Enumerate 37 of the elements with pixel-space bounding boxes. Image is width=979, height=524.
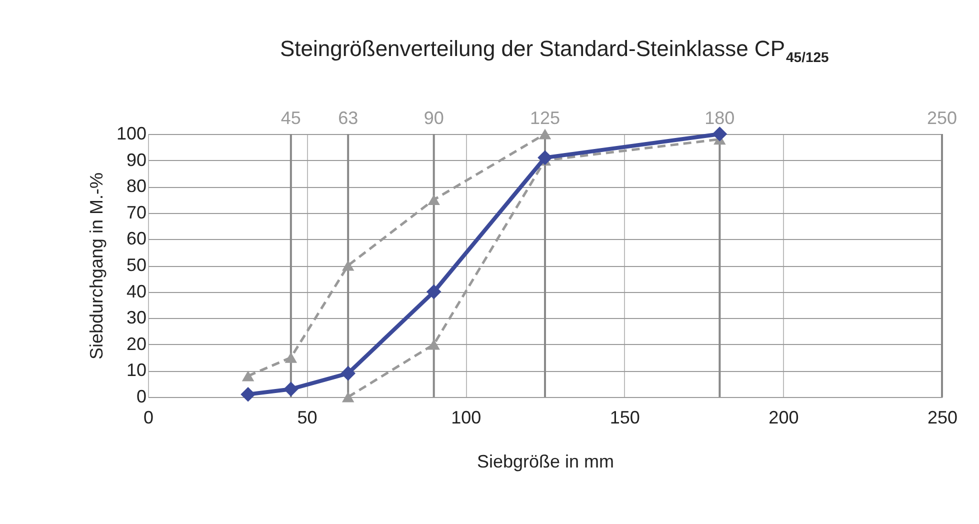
x2-tick-label: 250 [926, 108, 958, 128]
y-tick-label: 70 [126, 202, 146, 222]
y-tick-label: 100 [116, 124, 146, 144]
x2-tick-label: 90 [424, 108, 444, 128]
x-tick-label: 150 [610, 408, 640, 428]
point [342, 260, 354, 271]
x2-tick-label: 45 [280, 108, 301, 128]
y-tick-label: 50 [126, 255, 146, 275]
y-tick-label: 40 [126, 281, 146, 302]
y-tick-label: 90 [126, 150, 146, 170]
x-tick-label: 250 [927, 408, 958, 428]
point [284, 352, 298, 363]
y-tick-label: 30 [126, 308, 146, 328]
x2-tick-label: 63 [338, 108, 358, 128]
point [240, 386, 256, 402]
y-tick-label: 10 [126, 360, 146, 380]
point [428, 194, 440, 206]
point [428, 339, 440, 350]
x2-tick-label: 125 [530, 108, 560, 128]
y-tick-label: 80 [126, 176, 146, 196]
point [284, 382, 298, 397]
point [538, 128, 552, 140]
point [340, 366, 356, 381]
x-tick-label: 50 [297, 408, 318, 428]
point [242, 370, 254, 382]
y-axis-title: Siebdurchgang in M.-% [86, 172, 106, 360]
x-axis-title: Siebgröße in mm [476, 452, 614, 472]
point [426, 284, 442, 300]
point [342, 392, 354, 402]
point [712, 126, 728, 142]
x-tick-label: 200 [768, 408, 799, 428]
x-tick-label: 100 [451, 408, 482, 428]
point [538, 150, 552, 166]
y-tick-label: 20 [126, 334, 146, 354]
y-tick-label: 0 [136, 386, 146, 406]
x2-tick-label: 180 [704, 108, 735, 128]
y-tick-label: 60 [126, 228, 146, 249]
